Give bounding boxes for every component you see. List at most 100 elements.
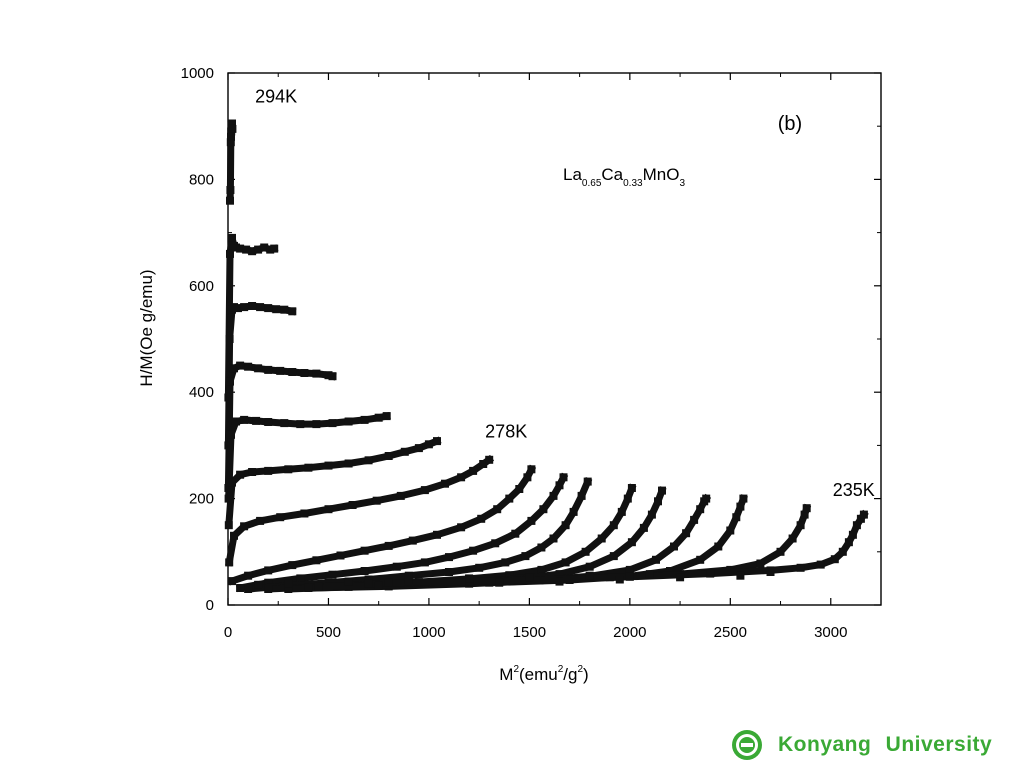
data-point — [384, 578, 393, 587]
data-point — [232, 417, 240, 426]
data-point — [360, 415, 369, 424]
data-point — [270, 244, 279, 253]
data-point — [537, 565, 546, 574]
x-label-sup-1: 2 — [513, 664, 519, 675]
data-point — [477, 514, 486, 523]
data-point — [555, 577, 564, 586]
data-point — [230, 531, 238, 540]
data-point — [260, 243, 269, 252]
data-point — [435, 579, 443, 588]
data-point — [555, 481, 564, 490]
series-5 — [224, 411, 391, 503]
data-point — [549, 534, 558, 543]
data-point — [364, 579, 373, 588]
data-point — [226, 249, 234, 258]
data-point — [324, 582, 333, 591]
data-point — [408, 536, 417, 545]
data-point — [696, 505, 705, 514]
data-point — [830, 555, 839, 564]
data-point — [225, 558, 234, 567]
data-point — [537, 543, 546, 552]
data-point — [382, 412, 391, 421]
data-point — [248, 247, 257, 256]
data-point — [585, 571, 594, 580]
data-point — [549, 491, 558, 500]
data-point — [726, 526, 735, 535]
data-point — [374, 581, 383, 590]
data-point — [264, 418, 273, 426]
compound-sub-2: 0.33 — [623, 178, 643, 189]
data-point — [404, 571, 413, 580]
data-point — [561, 521, 570, 530]
data-point — [690, 515, 699, 524]
data-point — [300, 509, 309, 518]
data-point — [256, 303, 265, 312]
data-point — [736, 571, 745, 580]
series-1 — [226, 119, 237, 205]
x-label-m: M — [499, 665, 513, 684]
data-point — [312, 420, 321, 429]
data-point — [766, 568, 775, 576]
data-point — [424, 440, 433, 449]
data-point — [561, 558, 570, 567]
data-point — [844, 538, 853, 547]
data-point — [776, 547, 785, 556]
x-tick-label: 500 — [316, 624, 341, 641]
data-point — [234, 304, 242, 313]
data-point — [264, 585, 273, 593]
data-point — [555, 570, 564, 579]
data-point — [682, 529, 691, 538]
data-point — [228, 124, 237, 133]
data-point — [796, 521, 805, 530]
data-point — [226, 138, 235, 147]
data-point — [527, 516, 536, 525]
data-point — [491, 539, 500, 548]
data-point — [288, 368, 297, 376]
data-point — [284, 585, 293, 593]
series-4 — [224, 361, 337, 492]
data-point — [226, 196, 234, 205]
data-point — [521, 552, 530, 561]
data-point — [227, 132, 235, 141]
x-label-sup-2: 2 — [558, 664, 564, 675]
data-point — [441, 479, 449, 488]
series-trace — [236, 472, 569, 593]
data-point — [364, 575, 373, 584]
data-point — [400, 447, 409, 456]
data-point — [523, 473, 532, 482]
x-label-emu: (emu — [519, 665, 558, 684]
x-label-g: /g — [563, 665, 577, 684]
data-point — [816, 560, 825, 569]
x-tick-label: 1000 — [412, 624, 445, 641]
series-7 — [225, 454, 495, 567]
data-point — [284, 465, 293, 474]
data-point — [511, 529, 520, 538]
data-point — [627, 538, 636, 547]
data-point — [788, 534, 797, 543]
annotation-label: 294K — [255, 86, 297, 106]
data-point — [696, 555, 705, 564]
data-point — [324, 461, 333, 470]
data-point — [228, 119, 236, 128]
data-point — [501, 558, 510, 567]
data-point — [384, 541, 393, 550]
y-tick-label: 0 — [206, 597, 214, 614]
data-point — [392, 562, 401, 571]
university-name: Konyang University — [778, 733, 993, 756]
data-point — [228, 478, 236, 487]
data-point — [617, 507, 626, 516]
y-tick-label: 400 — [189, 384, 214, 401]
data-point — [420, 486, 429, 495]
data-point — [559, 473, 568, 482]
series-3 — [224, 302, 297, 450]
data-point — [627, 484, 636, 492]
data-point — [581, 547, 590, 556]
data-point — [623, 494, 632, 503]
data-point — [838, 547, 847, 556]
data-point — [248, 302, 257, 310]
data-point — [304, 463, 313, 472]
university-seal-icon — [732, 730, 762, 760]
data-point — [404, 576, 413, 585]
data-point — [457, 473, 466, 482]
data-point — [495, 578, 504, 587]
